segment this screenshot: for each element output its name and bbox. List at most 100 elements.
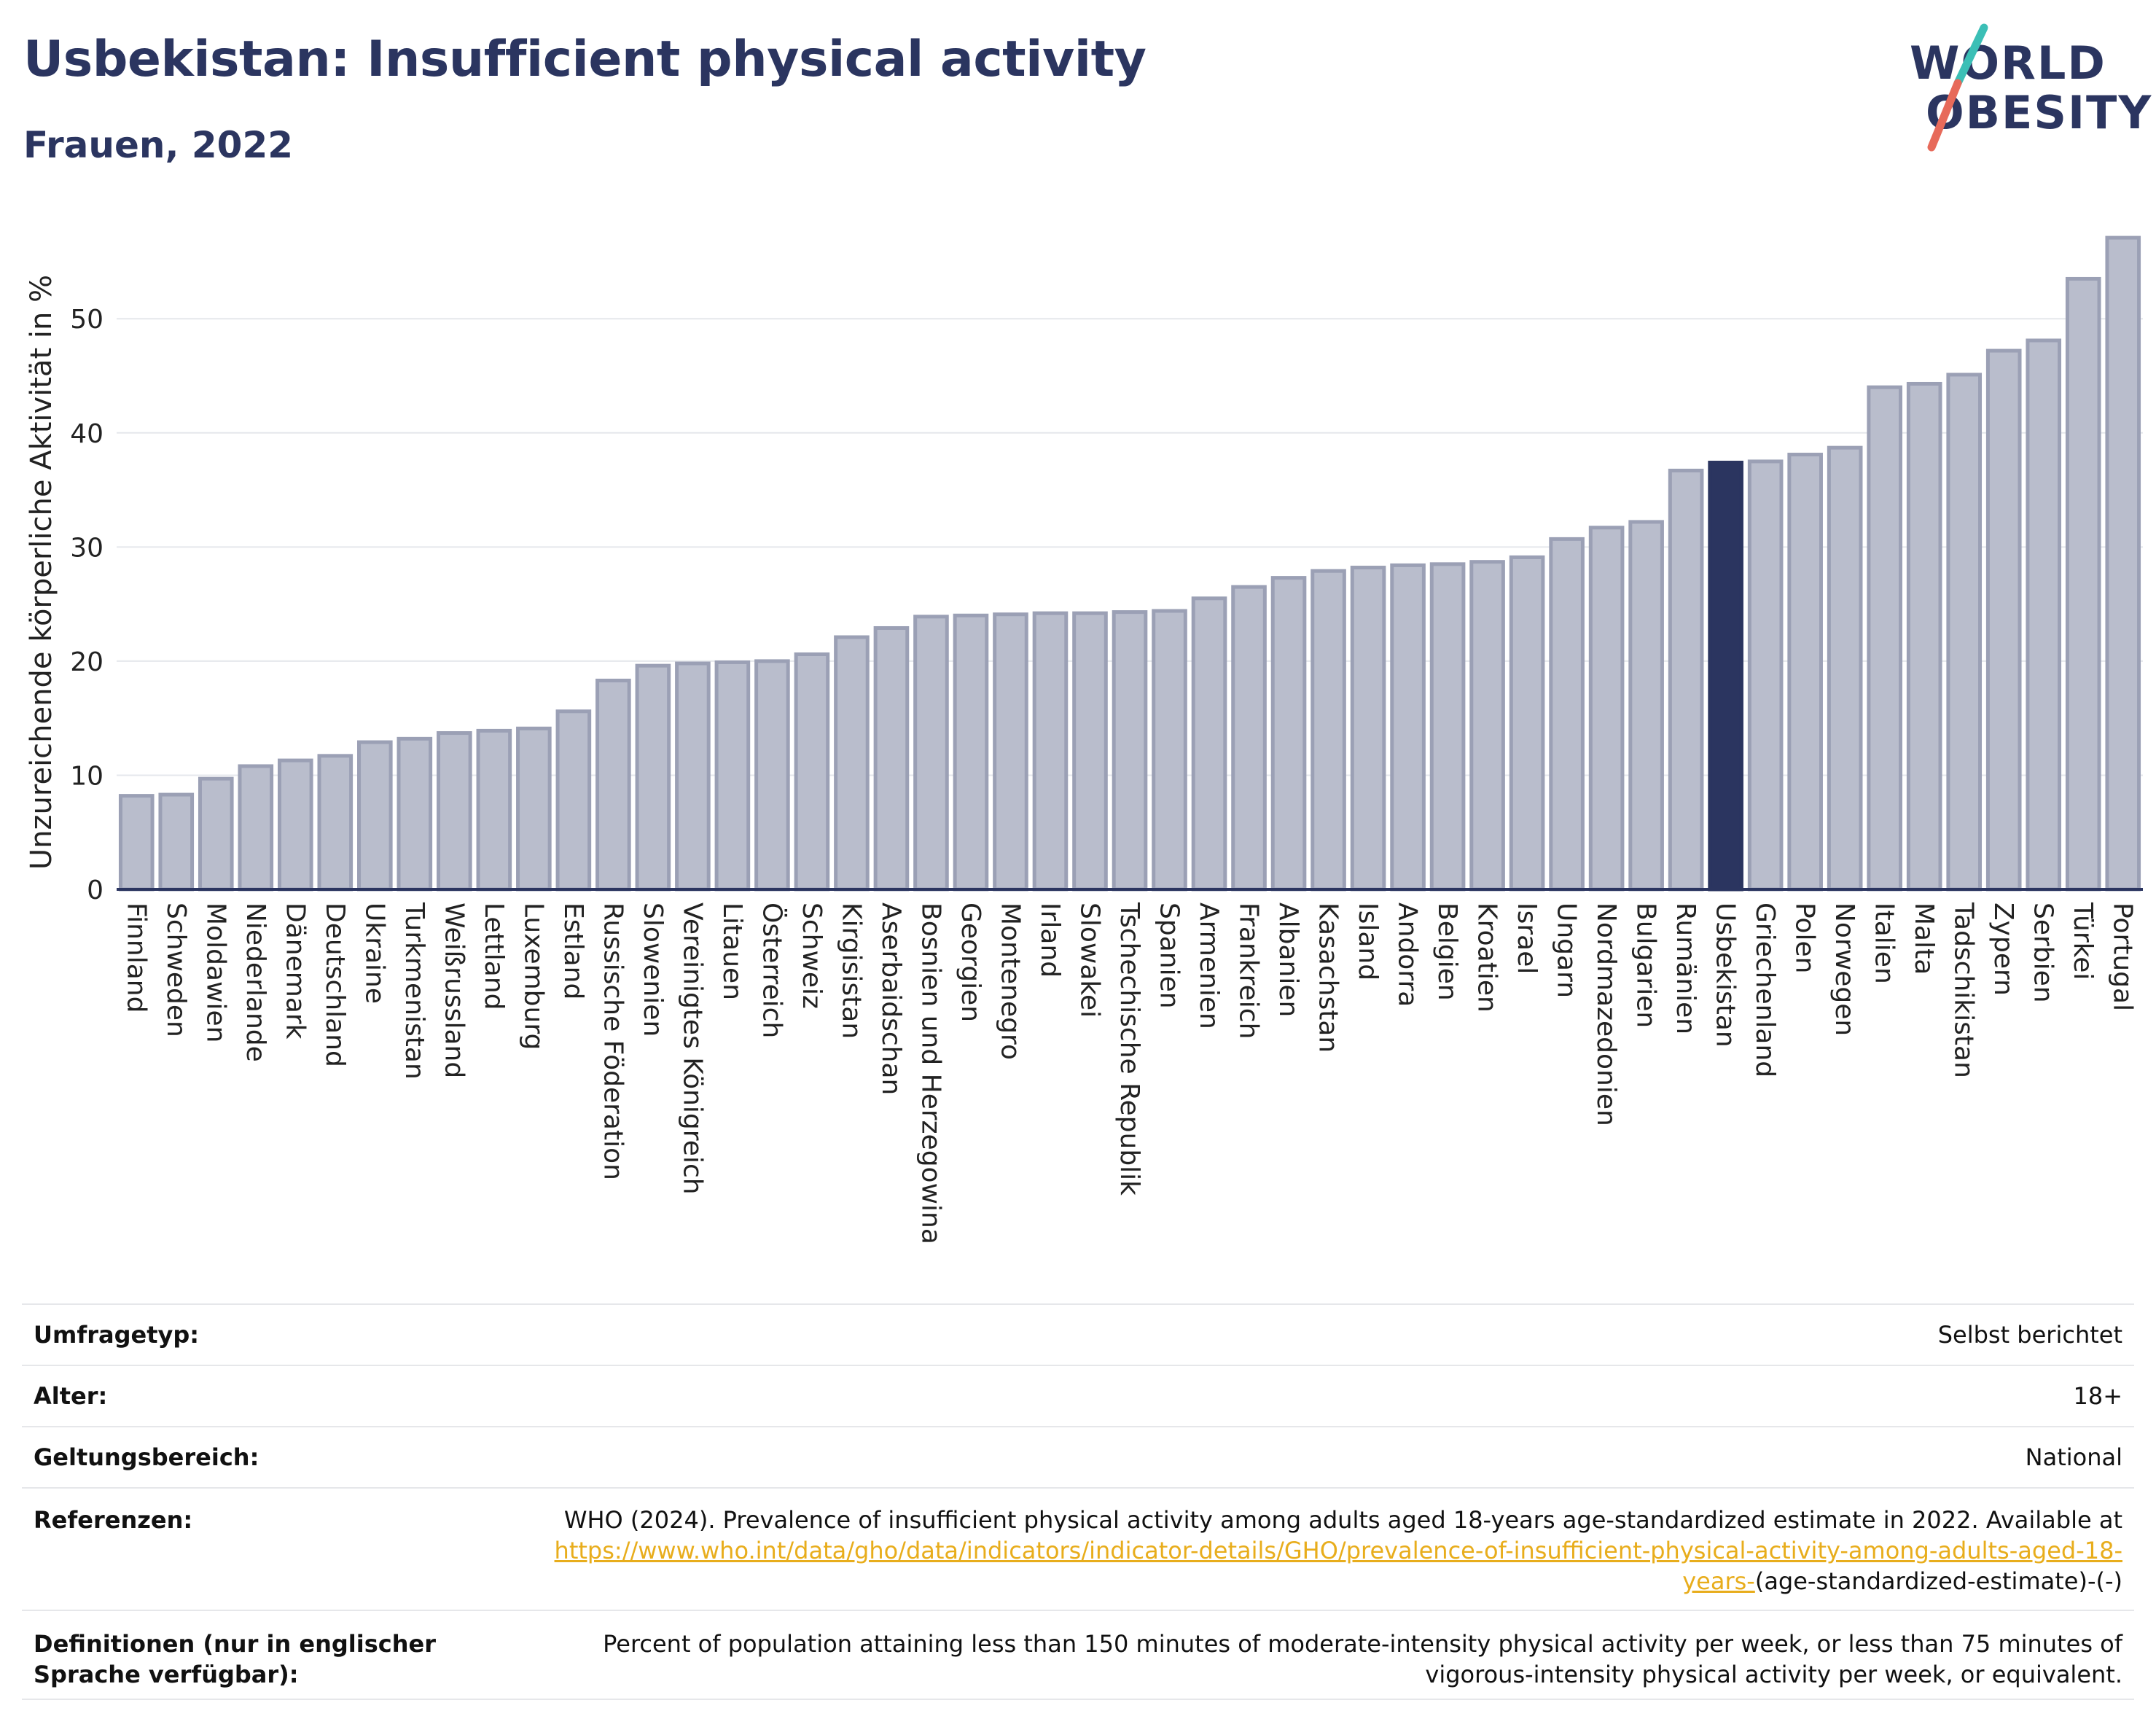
bar-deutschland [317,754,354,892]
y-tick-label: 40 [70,419,103,449]
x-tick-label: Frankreich [1234,902,1264,1039]
x-tick-label: Ukraine [359,902,389,1004]
bar-norwegen [1827,445,1863,892]
y-tick-label: 30 [70,533,103,563]
bar-italien [1867,385,1902,892]
bar-dänemark [277,758,313,892]
x-tick-label: Aserbaidschan [876,902,906,1095]
x-tick-label: Bulgarien [1631,902,1661,1028]
x-tick-label: Norwegen [1829,902,1859,1036]
bar-andorra [1390,563,1426,892]
x-tick-label: Kroatien [1472,902,1502,1013]
meta-label-age: Alter: [34,1382,108,1410]
x-tick-label: Turkmenistan [399,902,429,1080]
meta-value-definitions: Percent of population attaining less tha… [603,1630,2122,1688]
x-tick-label: Spanien [1155,902,1184,1009]
bar-georgien [953,613,989,892]
meta-row-references: Referenzen: WHO (2024). Prevalence of in… [22,1487,2134,1610]
meta-label-survey: Umfragetyp: [34,1321,200,1349]
x-tick-label: Bosnien und Herzegowina [915,902,945,1244]
metadata-table: Umfragetyp: Selbst berichtet Alter: 18+ … [22,1303,2134,1700]
meta-value-survey: Selbst berichtet [1937,1321,2122,1349]
meta-row-scope: Geltungsbereich: National [22,1426,2134,1487]
x-tick-label: Schweden [161,902,191,1037]
bar-bulgarien [1628,520,1664,892]
bar-malta [1906,381,1942,892]
bar-österreich [754,659,790,892]
bar-usbekistan [1708,460,1743,892]
x-tick-label: Ungarn [1552,902,1582,998]
x-tick-label: Israel [1512,902,1542,974]
bar-turkmenistan [397,736,433,892]
x-tick-label: Finnland [121,902,151,1013]
bar-weißrussland [437,731,472,892]
x-tick-label: Serbien [2028,902,2058,1003]
x-tick-label: Andorra [1393,902,1423,1007]
bar-island [1350,566,1386,892]
bar-lettland [476,728,512,892]
bar-tschechische-republik [1112,610,1148,892]
meta-label-definitions: Definitionen (nur in englischer Sprache … [34,1630,436,1688]
meta-row-definitions: Definitionen (nur in englischer Sprache … [22,1610,2134,1700]
y-tick-label: 10 [70,761,103,791]
bar-ukraine [357,740,393,892]
x-tick-label: Belgien [1432,902,1462,1001]
bar-türkei [2065,276,2101,892]
meta-row-survey: Umfragetyp: Selbst berichtet [22,1303,2134,1365]
x-tick-label: Portugal [2108,902,2138,1011]
reference-suffix: (age-standardized-estimate)-(-) [1754,1567,2122,1595]
bar-belgien [1429,562,1466,892]
bar-litauen [714,660,751,892]
bar-slowakei [1072,611,1108,892]
y-axis-label: Unzureichende körperliche Aktivität in % [25,275,58,870]
bar-israel [1509,555,1545,892]
bar-tadschikistan [1946,373,1983,892]
x-tick-label: Deutschland [320,902,350,1067]
bar-frankreich [1231,585,1267,892]
x-tick-label: Irland [1035,902,1065,978]
meta-row-age: Alter: 18+ [22,1365,2134,1426]
bar-albanien [1270,576,1307,892]
x-tick-label: Usbekistan [1711,902,1741,1048]
bar-vereinigtes-königreich [675,661,711,892]
x-tick-label: Malta [1909,902,1939,975]
x-tick-label: Albanien [1273,902,1303,1017]
meta-label-references: Referenzen: [34,1506,193,1534]
x-tick-label: Moldawien [200,902,230,1042]
meta-value-age: 18+ [2073,1382,2122,1410]
bar-nordmazedonien [1588,526,1625,892]
logo-text-obesity: OBESITY [1926,86,2153,139]
x-tick-label: Montenegro [995,902,1025,1060]
bar-zypern [1985,348,2022,892]
bar-ungarn [1549,537,1585,892]
x-tick-label: Russische Föderation [598,902,628,1180]
x-tick-label: Slowakei [1074,902,1104,1018]
x-tick-label: Kasachstan [1313,902,1343,1053]
bar-rumänien [1668,468,1704,892]
bar-schweden [158,792,195,892]
meta-value-references: WHO (2024). Prevalence of insufficient p… [534,1489,2134,1596]
bar-griechenland [1747,459,1784,892]
bar-serbien [2026,338,2062,892]
x-tick-label: Armenien [1194,902,1224,1029]
y-tick-label: 20 [70,647,103,677]
x-tick-label: Weißrussland [439,902,469,1078]
x-tick-label: Niederlande [241,902,270,1062]
x-tick-label: Litauen [717,902,747,1000]
bar-bosnien-und-herzegowina [913,615,949,892]
chart-title: Usbekistan: Insufficient physical activi… [23,31,1147,88]
chart-subtitle: Frauen, 2022 [23,124,294,166]
bar-finnland [118,794,155,892]
x-tick-label: Slowenien [638,902,668,1037]
bar-kroatien [1469,560,1505,892]
bar-niederlande [238,764,274,892]
bar-moldawien [198,776,234,892]
x-tick-label: Lettland [479,902,509,1010]
y-tick-label: 50 [70,305,103,335]
reference-link[interactable]: https://www.who.int/data/gho/data/indica… [554,1537,2122,1595]
x-tick-label: Österreich [757,902,787,1038]
bar-schweiz [794,652,830,892]
x-tick-label: Tschechische Republik [1114,902,1144,1196]
bar-montenegro [993,612,1028,892]
world-obesity-logo: WORLD OBESITY [1895,22,2151,153]
